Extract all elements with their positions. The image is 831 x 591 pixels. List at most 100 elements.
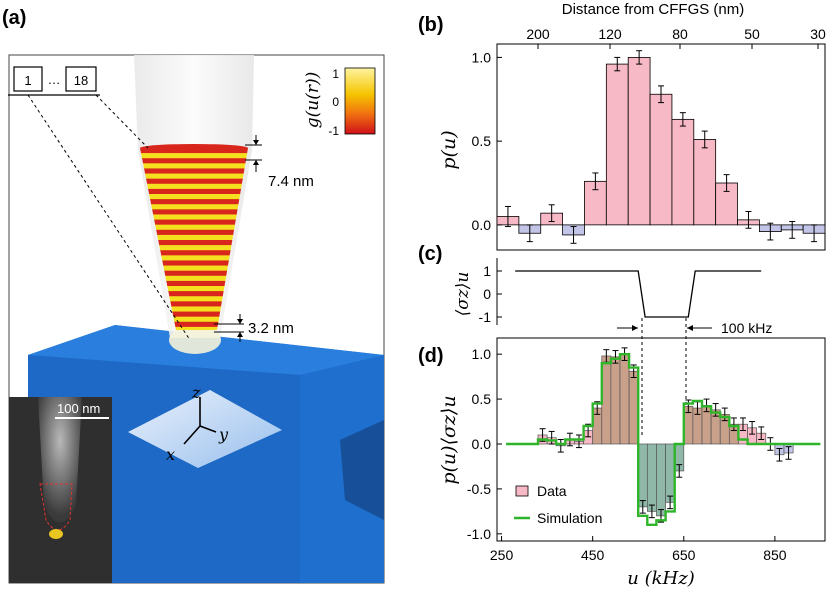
dimension-bottom: 3.2 nm <box>214 314 294 342</box>
colorbar-tick-0: 0 <box>332 95 339 109</box>
cone-stripe <box>140 183 248 190</box>
panel-d-bar <box>646 443 657 512</box>
cone-stripe <box>140 163 248 169</box>
cone-stripe <box>140 204 248 210</box>
z-axis-label: z <box>191 383 201 402</box>
panel-d-xtick-label: 650 <box>672 547 696 563</box>
panel-c-annotation: 100 kHz <box>721 320 772 336</box>
cone-stripe <box>140 275 248 282</box>
legend-data-label: Data <box>537 483 567 499</box>
cone-stripe <box>140 209 248 215</box>
panel-d-bar <box>665 443 676 503</box>
dimension-top: 7.4 nm <box>245 135 314 190</box>
cone-stripe <box>140 311 248 318</box>
cone-stripe <box>140 214 248 221</box>
segment-leader-18 <box>95 94 149 149</box>
panel-d-bar <box>619 353 630 445</box>
cone-stripe <box>140 234 248 241</box>
panel-b-top-tick-label: 30 <box>810 26 826 42</box>
cone-stripe <box>140 245 248 251</box>
panel-c-letter: (c) <box>418 243 442 265</box>
panel-b-letter: (b) <box>418 14 444 36</box>
sem-inset: 100 nm <box>9 397 112 583</box>
cone-stripe <box>140 240 248 246</box>
panel-b-bar <box>671 118 695 226</box>
colorbar-tick-1: 1 <box>332 67 339 81</box>
panel-d-letter: (d) <box>418 345 444 367</box>
cone-stripe <box>140 291 248 297</box>
panel-d-bar <box>637 443 648 508</box>
cone-stripe <box>140 158 248 164</box>
cone-stripe <box>140 188 248 195</box>
panel-b-ylabel: p(u) <box>438 130 460 169</box>
panel-d-xlabel: u (kHz) <box>627 568 694 589</box>
segment-leader-1 <box>27 94 191 341</box>
y-axis-label: y <box>218 425 229 444</box>
cone-top-face <box>140 144 248 152</box>
panel-b-top-tick-label: 80 <box>672 26 688 42</box>
panel-b-frame <box>496 43 826 251</box>
panel-d-bar <box>601 355 612 445</box>
panel-b-bar <box>693 139 717 226</box>
segment-first-label: 1 <box>24 73 31 88</box>
colorbar-tick-minus1: -1 <box>328 124 339 138</box>
cone-stripe <box>140 286 248 292</box>
cone-stripe <box>140 153 248 159</box>
cone-stripe <box>140 224 248 231</box>
dimension-top-label: 7.4 nm <box>268 173 314 190</box>
cone-stripe <box>140 229 248 236</box>
panel-d-xtick-label: 450 <box>581 547 605 563</box>
panel-b-bars <box>496 50 826 244</box>
panel-d-bar <box>610 356 621 445</box>
panel-b-bar <box>649 93 673 226</box>
panel-b-ytick-label: 0.0 <box>472 217 492 233</box>
panel-b-top-tick-label: 200 <box>526 26 550 42</box>
panel-d-ytick-label: 1.0 <box>472 346 492 362</box>
panel-b-ytick-label: 0.5 <box>472 133 492 149</box>
panel-d-ytick-label: -0.5 <box>467 481 491 497</box>
panel-d-ytick-label: 0.5 <box>472 391 492 407</box>
striped-cone <box>140 148 248 330</box>
panel-c: (c) ⟨σz⟩u 1 0 -1 100 kHz <box>418 243 772 438</box>
legend-data-swatch <box>515 485 529 497</box>
dimension-bottom-label: 3.2 nm <box>248 320 294 337</box>
y-axis-line <box>199 425 217 433</box>
panel-d-bar <box>628 370 639 445</box>
panel-b-top-axis-label: Distance from CFFGS (nm) <box>562 1 745 18</box>
panel-d-ylabel: p(u)⟨σz⟩u <box>438 395 460 484</box>
panel-b-bar <box>605 63 629 226</box>
panel-c-ytick-label: 0 <box>483 286 491 302</box>
colorbar-label: g(u(r)) <box>303 72 323 129</box>
panel-c-y-ticks: 1 0 -1 <box>479 263 502 325</box>
panel-b-top-tick-label: 120 <box>598 26 622 42</box>
panel-c-ytick-label: 1 <box>483 263 491 279</box>
panel-d-frame <box>496 337 826 542</box>
segment-last-label: 18 <box>74 73 88 88</box>
cone-stripe <box>140 321 248 328</box>
panel-c-ylabel: ⟨σz⟩u <box>453 272 473 317</box>
cone-stripe <box>140 168 248 175</box>
panel-d-legend: Data Simulation <box>514 483 602 526</box>
segment-label-box: 1 … 18 <box>8 66 191 341</box>
colorbar: 1 0 -1 g(u(r)) <box>303 67 376 138</box>
panel-d-xtick-label: 850 <box>763 547 787 563</box>
cone-stripe <box>140 178 248 185</box>
panel-c-sigma-line <box>515 270 762 318</box>
panel-d-bar <box>656 443 666 517</box>
cone-stripe <box>140 194 248 200</box>
panel-d-x-ticks: 250 450 650 850 <box>490 536 787 563</box>
x-axis-label: x <box>166 445 175 464</box>
tip-apex-glow <box>169 326 221 354</box>
cone-stripe <box>140 301 248 307</box>
inset-scale-label: 100 nm <box>57 401 100 416</box>
panel-b-top-ticks: 200 120 80 50 30 <box>526 26 826 49</box>
cone-stripe <box>140 250 248 256</box>
cone-stripe <box>140 260 248 267</box>
panel-d-ytick-label: 0.0 <box>472 436 492 452</box>
panel-a: z y x 1 … 18 7.4 nm <box>2 7 385 584</box>
panel-b: (b) Distance from CFFGS (nm) 200 120 80 50 3… <box>418 1 826 251</box>
cone-stripe <box>140 280 248 287</box>
panel-d-ytick-label: -1.0 <box>467 526 491 542</box>
panel-b-top-tick-label: 50 <box>744 26 760 42</box>
x-axis-line <box>183 425 201 445</box>
